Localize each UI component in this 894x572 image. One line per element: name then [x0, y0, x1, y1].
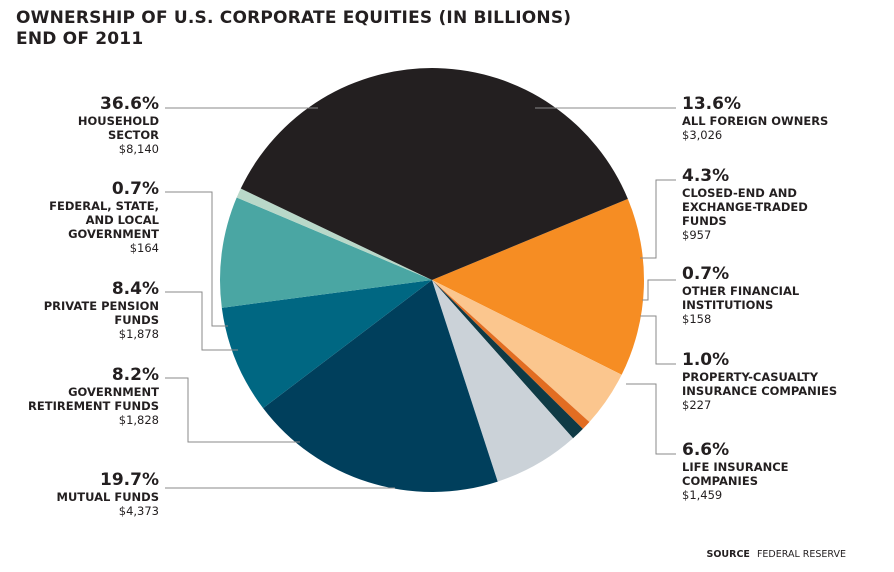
- amount-label: $1,459: [682, 488, 723, 502]
- percent-label: 0.7%: [111, 179, 159, 199]
- pie-slice-household-sector: [240, 68, 628, 280]
- percent-label: 8.4%: [111, 279, 159, 299]
- label-life-insurance: 6.6% LIFE INSURANCE COMPANIES $1,459: [682, 441, 882, 503]
- pie-slices: [219, 68, 644, 493]
- percent-label: 1.0%: [682, 350, 730, 370]
- pie-slice-private-pension-funds: [219, 197, 432, 308]
- amount-label: $8,140: [118, 142, 159, 156]
- amount-label: $1,878: [118, 327, 159, 341]
- leader-line: [165, 291, 238, 351]
- category-name: PROPERTY-CASUALTY INSURANCE COMPANIES: [682, 370, 838, 398]
- percent-label: 8.2%: [111, 365, 159, 385]
- label-private-pension: 8.4% PRIVATE PENSION FUNDS $1,878: [0, 280, 159, 342]
- amount-label: $227: [682, 398, 712, 412]
- amount-label: $164: [129, 241, 159, 255]
- source-label: SOURCE: [706, 549, 750, 560]
- pie-slice-federal-state-and-local-government: [236, 188, 432, 280]
- percent-label: 4.3%: [682, 166, 730, 186]
- amount-label: $3,026: [682, 128, 723, 142]
- percent-label: 0.7%: [682, 264, 730, 284]
- pie-slice-government-retirement-funds: [221, 280, 432, 409]
- label-property-casualty: 1.0% PROPERTY-CASUALTY INSURANCE COMPANI…: [682, 351, 882, 413]
- pie-slice-mutual-funds: [263, 280, 498, 493]
- pie-slice-other-financial-institutions: [432, 280, 590, 429]
- leader-line: [165, 377, 300, 443]
- amount-label: $158: [682, 312, 712, 326]
- label-government-retirement: 8.2% GOVERNMENT RETIREMENT FUNDS $1,828: [0, 366, 159, 428]
- leader-line: [642, 279, 676, 301]
- leader-line: [640, 179, 676, 259]
- amount-label: $1,828: [118, 413, 159, 427]
- leader-line: [626, 383, 676, 455]
- category-name: ALL FOREIGN OWNERS: [682, 114, 829, 128]
- amount-label: $4,373: [118, 504, 159, 518]
- leader-line: [640, 315, 676, 365]
- label-all-foreign-owners: 13.6% ALL FOREIGN OWNERS $3,026: [682, 95, 882, 143]
- label-household-sector: 36.6% HOUSEHOLD SECTOR $8,140: [0, 95, 159, 157]
- category-name: OTHER FINANCIAL INSTITUTIONS: [682, 284, 800, 312]
- label-closed-end-etf: 4.3% CLOSED-END AND EXCHANGE-TRADED FUND…: [682, 167, 882, 243]
- percent-label: 19.7%: [100, 470, 159, 490]
- percent-label: 36.6%: [100, 94, 159, 114]
- pie-slice-all-foreign-owners: [432, 198, 644, 375]
- percent-label: 13.6%: [682, 94, 741, 114]
- pie-slice-property-casualty-insurance-companies: [432, 280, 583, 439]
- pie-slice-life-insurance-companies: [432, 280, 574, 482]
- category-name: CLOSED-END AND EXCHANGE-TRADED FUNDS: [682, 186, 808, 228]
- category-name: HOUSEHOLD SECTOR: [77, 114, 159, 142]
- category-name: PRIVATE PENSION FUNDS: [43, 299, 159, 327]
- percent-label: 6.6%: [682, 440, 730, 460]
- category-name: FEDERAL, STATE, AND LOCAL GOVERNMENT: [49, 199, 159, 241]
- label-mutual-funds: 19.7% MUTUAL FUNDS $4,373: [0, 470, 160, 519]
- chart-title-line-1: OWNERSHIP OF U.S. CORPORATE EQUITIES (IN…: [16, 8, 572, 28]
- category-name: MUTUAL FUNDS: [56, 490, 160, 504]
- amount-label: $957: [682, 228, 712, 242]
- pie-slice-closed-end-and-exchange-traded-funds: [432, 280, 622, 423]
- chart-title-line-2: END OF 2011: [16, 29, 144, 49]
- source-text: FEDERAL RESERVE: [756, 549, 846, 560]
- chart-title: OWNERSHIP OF U.S. CORPORATE EQUITIES (IN…: [16, 8, 571, 50]
- category-name: LIFE INSURANCE COMPANIES: [682, 460, 789, 488]
- category-name: GOVERNMENT RETIREMENT FUNDS: [28, 385, 159, 413]
- leader-line: [165, 191, 228, 327]
- leader-lines: [165, 107, 676, 489]
- source-note: SOURCE FEDERAL RESERVE: [707, 549, 846, 560]
- label-government: 0.7% FEDERAL, STATE, AND LOCAL GOVERNMEN…: [0, 180, 159, 256]
- label-other-financial: 0.7% OTHER FINANCIAL INSTITUTIONS $158: [682, 265, 882, 327]
